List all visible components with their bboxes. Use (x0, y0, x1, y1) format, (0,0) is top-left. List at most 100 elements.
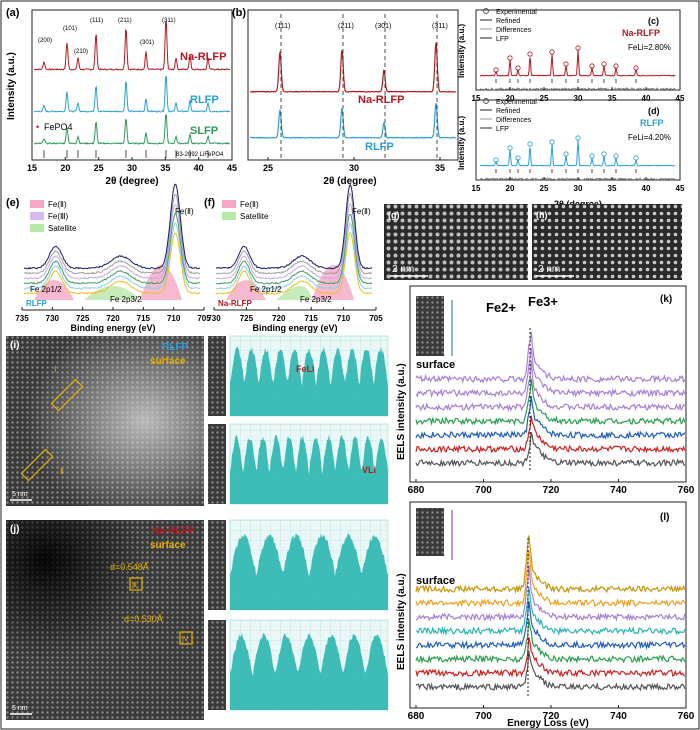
panel-a-series-rlfp: RLFP (190, 94, 219, 106)
panel-d-tick-label: 30 (574, 184, 583, 193)
panel-f-tick-label: 715 (305, 314, 319, 323)
panel-k-tick-label: 720 (543, 485, 560, 496)
panel-e: (e) 735 730 725 720 715 710 705 Binding energy… (6, 183, 211, 333)
panel-l-tick-label: 760 (678, 711, 695, 722)
panel-c-legend-label: Experimental (496, 9, 537, 16)
panel-e-tick-label: 725 (76, 314, 90, 323)
panel-c-experimental-point (601, 61, 607, 67)
panel-f-tick-label: 730 (207, 314, 221, 323)
panel-c-legend-label: Differences (496, 27, 532, 34)
panel-c-experimental-point (493, 67, 499, 73)
panel-l-spectrum-line (415, 564, 686, 622)
panel-d-experimental-point (613, 153, 619, 159)
panel-c-legend-label: Refined (496, 18, 520, 25)
panel-l-spectrum-line (415, 618, 686, 665)
panel-e-label-2p12: Fe 2p1/2 (30, 285, 62, 294)
panel-f-tick-label: 710 (337, 314, 351, 323)
panel-c-tick-label: 30 (574, 94, 583, 103)
panel-d-legend-marker (483, 98, 489, 104)
panel-j-dark (6, 520, 204, 720)
panel-d-legend-label: LFP (496, 126, 509, 133)
panel-d-feli: FeLi=4.20% (628, 133, 671, 142)
panel-d-experimental-point (493, 157, 499, 163)
panel-c-tick-label: 25 (540, 94, 549, 103)
panel-c-ylabel: Intensity (a.u.) (457, 23, 466, 78)
panel-k-plot (415, 328, 686, 472)
panel-k-tick-label: 700 (475, 485, 492, 496)
panel-l-tick-label: 720 (543, 711, 560, 722)
panel-b-patterns (249, 14, 456, 158)
panel-b-xlabel: 2θ (degree) (323, 176, 376, 187)
panel-f-legend-satellite: Satellite (240, 212, 269, 221)
panel-b-series-na-rlfp: Na-RLFP (358, 94, 404, 106)
panel-l-xticks: 680 700 720 740 760 (408, 705, 695, 722)
panel-a-rlfp-line (33, 75, 231, 113)
panel-j-roi-4: Ⅳ (182, 636, 189, 643)
panel-a-tick-label: 35 (160, 163, 170, 173)
panel-k-tick-label: 680 (408, 485, 425, 496)
panel-c-xticks: 15 20 25 30 35 40 45 (472, 87, 685, 103)
panel-a-peak-111: (111) (90, 18, 103, 24)
panel-k-tick-label: 760 (678, 485, 695, 496)
panel-c-experimental-point (563, 61, 569, 67)
panel-e-sample: RLFP (26, 299, 48, 308)
panel-e-fit-satellite (84, 286, 140, 300)
panel-d-tick-label: 25 (540, 184, 549, 193)
panel-b-peak-301: (301) (375, 23, 391, 30)
panel-a-tick-label: 20 (60, 163, 70, 173)
panel-d-tick-label: 45 (676, 184, 685, 193)
panel-b-series-rlfp: RLFP (365, 141, 394, 153)
panel-e-legend-satellite: Satellite (48, 224, 77, 233)
panel-a-series-na-rlfp: Na-RLFP (180, 51, 226, 63)
panel-d-legend-label: Refined (496, 108, 520, 115)
panel-e-tick-label: 710 (167, 314, 181, 323)
panel-l-inset-image (416, 508, 444, 556)
panel-c-tick-label: 40 (642, 94, 651, 103)
panel-f-spectrum-line (215, 202, 373, 280)
panel-f-sample: Na-RLFP (218, 299, 252, 308)
panel-h-letter: (h) (536, 210, 548, 220)
panel-d-tick-label: 35 (608, 184, 617, 193)
panel-d-sample: RLFP (640, 118, 664, 128)
panel-i-profiles (230, 346, 388, 504)
panel-i-strip-2 (208, 424, 226, 504)
panel-l-inset-label: surface (416, 575, 455, 587)
panel-c-feli: FeLi=2.80% (628, 43, 671, 52)
panel-a-na-rlfp-line (33, 21, 231, 71)
panel-i-haze (6, 336, 204, 506)
panel-e-spectrum-line (23, 204, 201, 280)
panel-c-plot (479, 45, 676, 92)
panel-a-peak-200: (200) (38, 38, 52, 44)
panel-f-spectrum-line (215, 192, 373, 275)
panel-f-letter: (f) (204, 197, 215, 209)
panel-k-spectrum-line (415, 431, 686, 468)
panel-e-label-fe2: Fe(Ⅱ) (175, 207, 194, 216)
panel-b-peak-111: (111) (275, 23, 290, 30)
panel-a-tick-label: 25 (94, 163, 104, 173)
panel-f-tick-label: 720 (272, 314, 286, 323)
panel-f-tick-label: 705 (369, 314, 383, 323)
panel-a-series-slfp: SLFP (190, 125, 218, 137)
panel-c-legend: Experimental Refined Differences LFP (480, 8, 537, 43)
panel-c-letter: (c) (648, 16, 659, 26)
panel-j-sample: Na-RLFP (152, 526, 195, 537)
panel-i-scale: 5 nm (12, 491, 28, 498)
panel-l-spectrum-line (415, 587, 686, 637)
panel-a-xlabel: 2θ (degree) (105, 176, 158, 187)
panel-d-tick-label: 20 (506, 184, 515, 193)
panel-g-image (384, 204, 528, 280)
panel-e-xlabel: Binding energy (eV) (70, 323, 155, 333)
panel-b: (b) 2θ (degree) 25 30 35 Na-RLFP RLFP (111… (232, 7, 459, 187)
panel-j-profile (230, 632, 388, 710)
panel-a-tick-label: 40 (194, 163, 204, 173)
panel-k-frame (409, 285, 687, 483)
panel-a-peak-301: (301) (140, 40, 154, 46)
panel-l-tick-label: 680 (408, 711, 425, 722)
panel-d: Intensity (a.u.) (d) Experimental Refined… (457, 98, 685, 209)
panel-c-legend-label: LFP (496, 36, 509, 43)
panel-b-xticks: 25 30 35 (263, 157, 445, 173)
panel-d-experimental-point (633, 155, 639, 161)
panel-e-tick-label: 720 (106, 314, 120, 323)
panel-f-spectrum-line (215, 213, 373, 285)
panel-d-experimental-point (575, 135, 581, 141)
